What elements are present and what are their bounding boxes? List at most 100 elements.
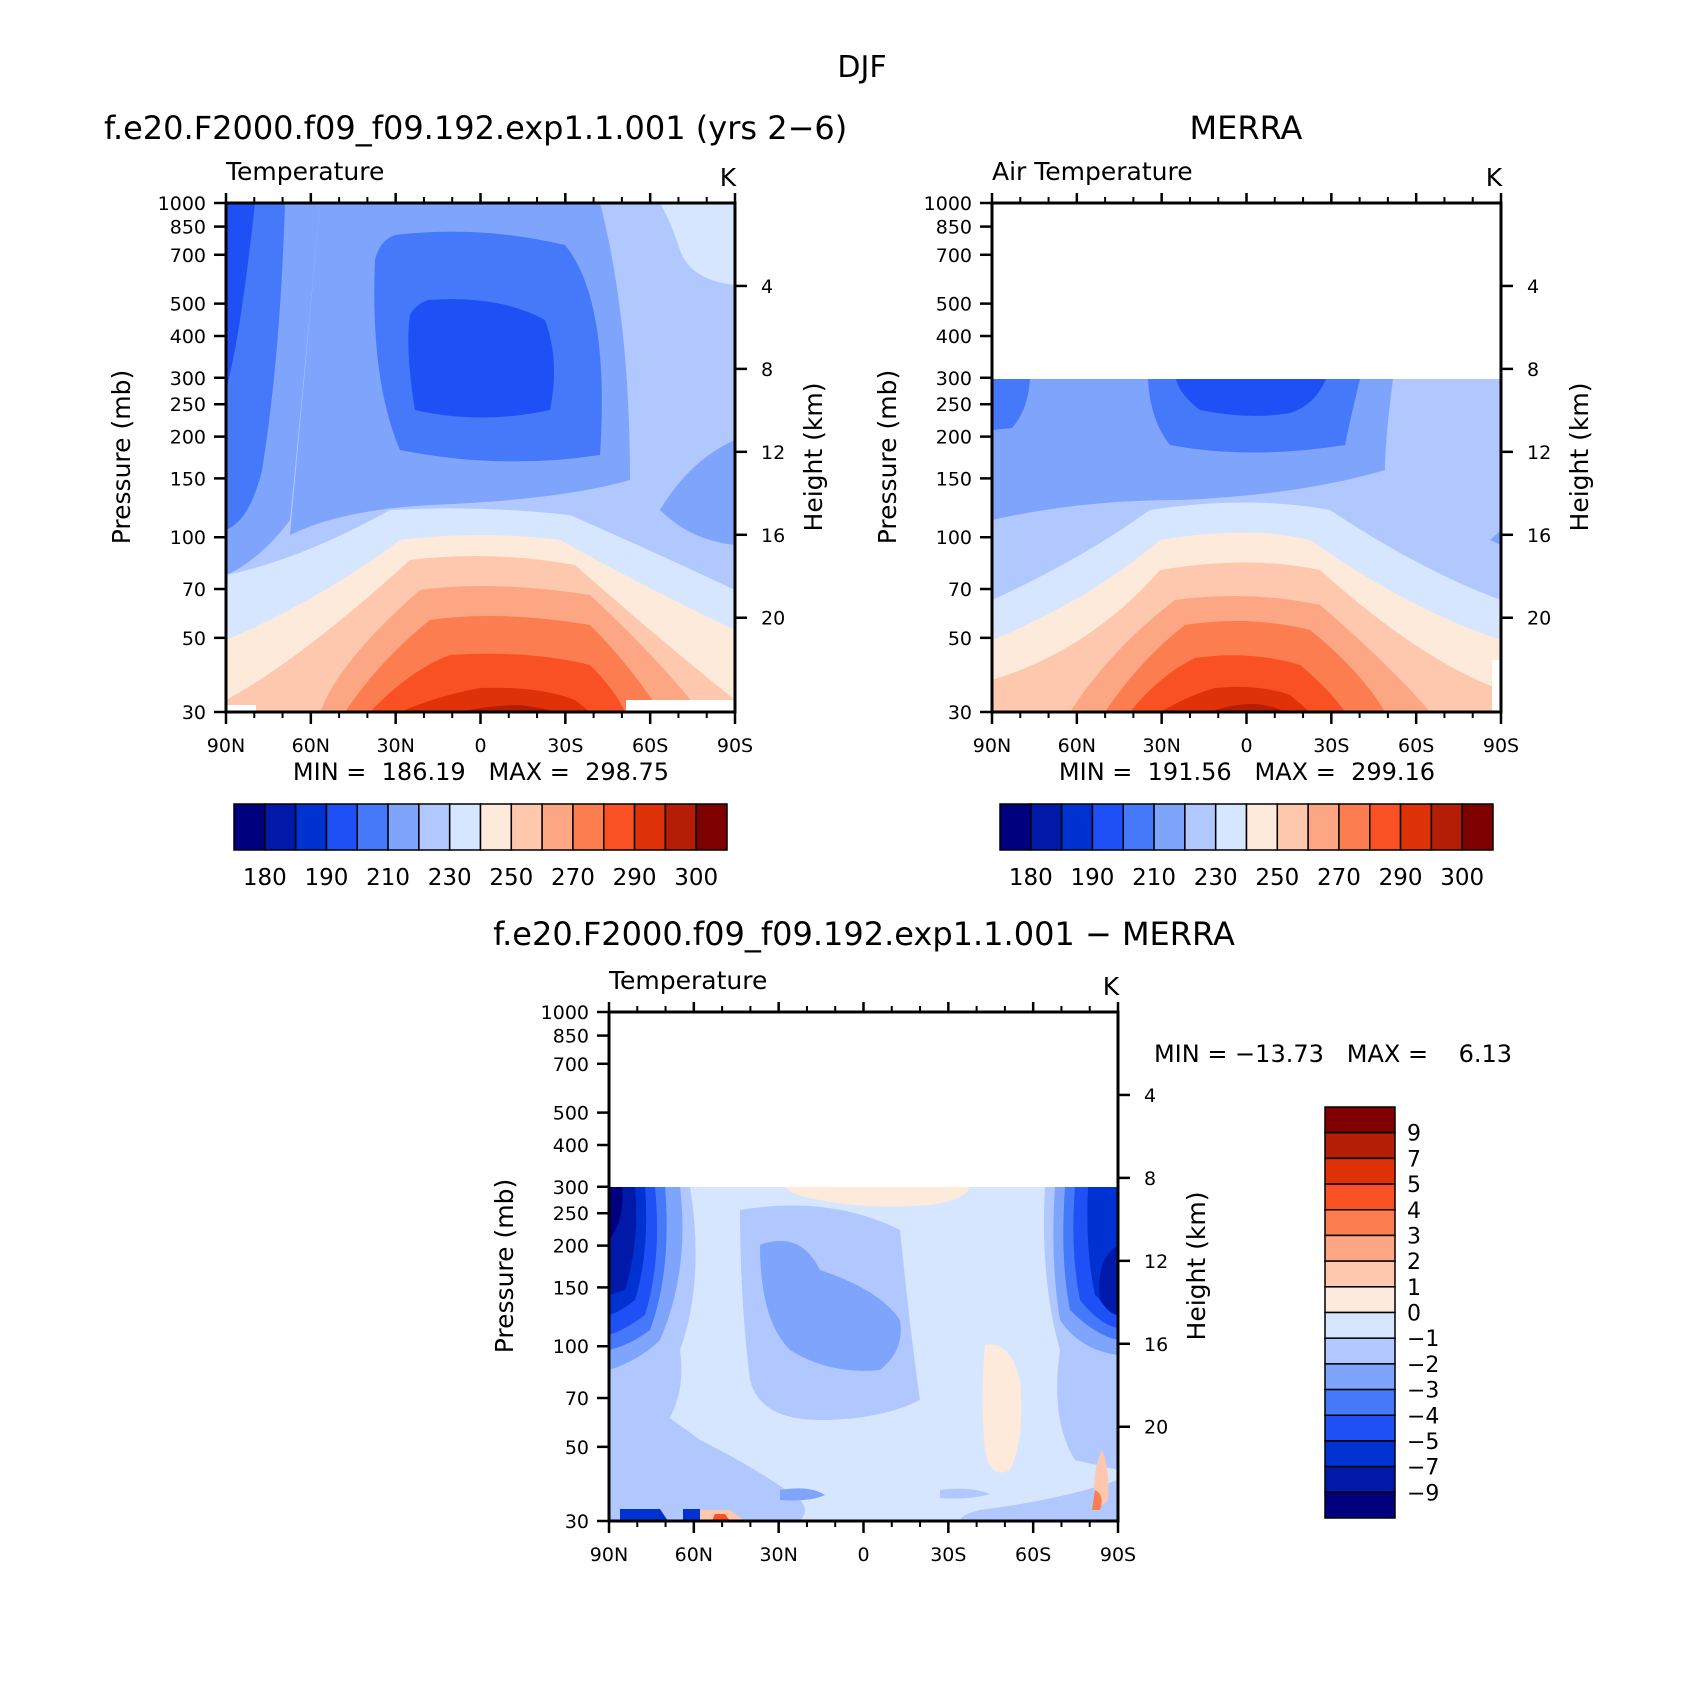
colorbar-label: 180 xyxy=(243,865,287,891)
pressure-tick-label: 150 xyxy=(936,468,972,490)
colorbar-label: 270 xyxy=(551,865,595,891)
pressure-tick-label: 850 xyxy=(170,217,206,239)
panel-merra-units-label: K xyxy=(1486,163,1503,192)
colorbar-label: 1 xyxy=(1407,1276,1421,1301)
colorbar-swatch xyxy=(1338,803,1371,851)
colorbar-swatch xyxy=(325,803,358,851)
colorbar-swatch xyxy=(448,803,482,851)
colorbar-swatch xyxy=(1324,1465,1396,1494)
lat-tick-label: 60S xyxy=(632,735,668,757)
panel-diff-title: f.e20.F2000.f09_f09.192.exp1.1.001 − MER… xyxy=(493,915,1235,953)
lat-tick-label: 30N xyxy=(759,1544,797,1566)
colorbar-swatch xyxy=(603,803,636,851)
panel-merra-title: MERRA xyxy=(1190,109,1303,147)
panel-merra-ylabel: Pressure (mb) xyxy=(873,370,902,544)
colorbar-swatch xyxy=(1030,803,1063,851)
height-tick-label: 20 xyxy=(761,608,785,630)
lat-tick-label: 30S xyxy=(930,1544,966,1566)
colorbar-swatch xyxy=(1430,803,1463,851)
colorbar-label: 180 xyxy=(1009,865,1053,891)
colorbar-swatch xyxy=(264,803,297,851)
colorbar-label: 300 xyxy=(1440,865,1484,891)
pressure-tick-label: 30 xyxy=(182,702,206,724)
lat-tick-label: 30N xyxy=(376,735,414,757)
height-tick-label: 4 xyxy=(1144,1085,1156,1107)
colorbar-swatch xyxy=(999,803,1032,851)
figure-title: DJF xyxy=(837,50,886,85)
height-tick-label: 8 xyxy=(1144,1168,1156,1190)
colorbar-swatch xyxy=(664,803,697,851)
colorbar-swatch xyxy=(1324,1440,1396,1468)
colorbar-swatch xyxy=(510,803,543,851)
pressure-tick-label: 100 xyxy=(936,527,972,549)
colorbar-label: −4 xyxy=(1407,1404,1439,1429)
colorbar-swatch xyxy=(356,803,389,851)
colorbar-swatch xyxy=(695,803,728,851)
colorbar-label: −1 xyxy=(1407,1327,1439,1352)
lat-tick-label: 60N xyxy=(292,735,330,757)
colorbar-swatch xyxy=(1324,1388,1396,1416)
panel-diff-units-label: K xyxy=(1103,972,1120,1001)
colorbar-swatch xyxy=(1214,803,1248,851)
colorbar-swatch xyxy=(1324,1183,1396,1211)
colorbar-swatch xyxy=(633,803,667,851)
panel-model: f.e20.F2000.f09_f09.192.exp1.1.001 (yrs … xyxy=(104,109,847,891)
panel-merra-colorbar: 180 190 210 230 250 270 290 300 xyxy=(999,803,1494,891)
colorbar-label: 190 xyxy=(304,865,348,891)
height-tick-label: 20 xyxy=(1527,608,1551,630)
colorbar-swatch xyxy=(1307,803,1340,851)
lat-tick-label: 60N xyxy=(1058,735,1096,757)
panel-merra-stats: MIN = 191.56 MAX = 299.16 xyxy=(1059,758,1435,786)
lat-tick-label: 30N xyxy=(1142,735,1180,757)
height-tick-label: 16 xyxy=(1144,1334,1168,1356)
lat-tick-label: 0 xyxy=(857,1544,869,1566)
pressure-tick-label: 400 xyxy=(553,1135,589,1157)
colorbar-label: 290 xyxy=(1379,865,1423,891)
panel-model-units-label: K xyxy=(720,163,737,192)
colorbar-swatch xyxy=(541,803,574,851)
height-tick-label: 16 xyxy=(1527,525,1551,547)
colorbar-swatch xyxy=(1324,1260,1396,1288)
pressure-tick-label: 500 xyxy=(553,1103,589,1125)
pressure-tick-label: 700 xyxy=(553,1054,589,1076)
colorbar-label: 230 xyxy=(428,865,472,891)
pressure-tick-label: 850 xyxy=(936,217,972,239)
colorbar-label: 210 xyxy=(366,865,410,891)
colorbar-label: 9 xyxy=(1407,1122,1421,1147)
pressure-tick-label: 200 xyxy=(936,427,972,449)
colorbar-swatch xyxy=(1091,803,1124,851)
colorbar-swatch xyxy=(1324,1363,1396,1391)
colorbar-swatch xyxy=(1153,803,1186,851)
pressure-tick-label: 700 xyxy=(170,245,206,267)
colorbar-swatch xyxy=(1324,1491,1396,1519)
lat-tick-label: 0 xyxy=(1240,735,1252,757)
colorbar-label: 3 xyxy=(1407,1224,1421,1249)
pressure-tick-label: 150 xyxy=(170,468,206,490)
panel-diff-stats: MIN = −13.73 MAX = 6.13 xyxy=(1154,1040,1512,1068)
pressure-tick-label: 400 xyxy=(170,326,206,348)
height-tick-label: 20 xyxy=(1144,1417,1168,1439)
pressure-tick-label: 300 xyxy=(553,1177,589,1199)
panel-model-y2label: Height (km) xyxy=(799,383,828,532)
height-tick-label: 8 xyxy=(761,359,773,381)
colorbar-swatch xyxy=(572,803,605,851)
pressure-tick-label: 400 xyxy=(936,326,972,348)
colorbar-swatch xyxy=(1060,803,1094,851)
colorbar-label: −3 xyxy=(1407,1379,1439,1404)
panel-model-title: f.e20.F2000.f09_f09.192.exp1.1.001 (yrs … xyxy=(104,109,847,147)
pressure-tick-label: 500 xyxy=(170,294,206,316)
colorbar-swatch xyxy=(418,803,451,851)
colorbar-label: 190 xyxy=(1070,865,1114,891)
colorbar-swatch xyxy=(1399,803,1433,851)
panel-merra-axes: 305070100150200250300400500700850100090N… xyxy=(924,193,1551,757)
colorbar-swatch xyxy=(479,803,513,851)
colorbar-swatch xyxy=(1122,803,1155,851)
colorbar-swatch xyxy=(294,803,328,851)
colorbar-swatch xyxy=(233,803,266,851)
colorbar-swatch xyxy=(1324,1311,1396,1339)
pressure-tick-label: 200 xyxy=(170,427,206,449)
pressure-tick-label: 50 xyxy=(565,1437,589,1459)
panel-diff-contours xyxy=(609,1187,1118,1521)
panel-merra-variable-label: Air Temperature xyxy=(992,157,1193,186)
